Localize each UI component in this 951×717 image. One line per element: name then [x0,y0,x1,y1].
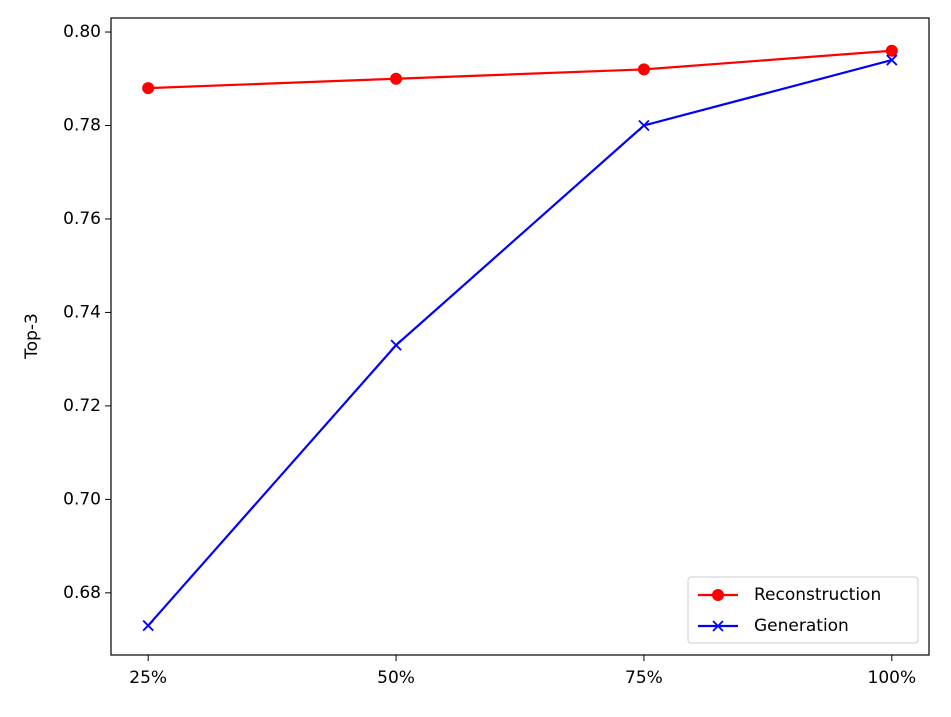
x-tick-label: 50% [377,668,415,688]
series-line [147,58,893,627]
point [712,620,724,632]
plot-frame [110,17,930,656]
point [390,72,403,85]
point [712,589,724,601]
point [142,619,154,632]
y-tick-label: 0.70 [63,489,101,509]
legend-box [687,576,919,644]
x-tick-label: 25% [129,668,167,688]
legend-label: Reconstruction [754,585,881,605]
x-tick-label: 100% [868,668,917,688]
y-tick-label: 0.74 [63,302,101,322]
series-line [148,49,892,90]
point [638,119,650,132]
point [886,54,898,66]
y-tick-label: 0.68 [63,583,101,603]
point [142,82,155,95]
x-tick-label: 75% [625,668,663,688]
y-tick-label: 0.76 [63,209,101,229]
legend-label: Generation [754,616,849,636]
point [637,63,650,76]
point [885,44,898,57]
y-axis-label: Top-3 [22,313,42,360]
y-tick-label: 0.80 [63,22,101,42]
y-tick-label: 0.72 [63,396,101,416]
point [390,339,402,351]
y-tick-label: 0.78 [63,115,101,135]
